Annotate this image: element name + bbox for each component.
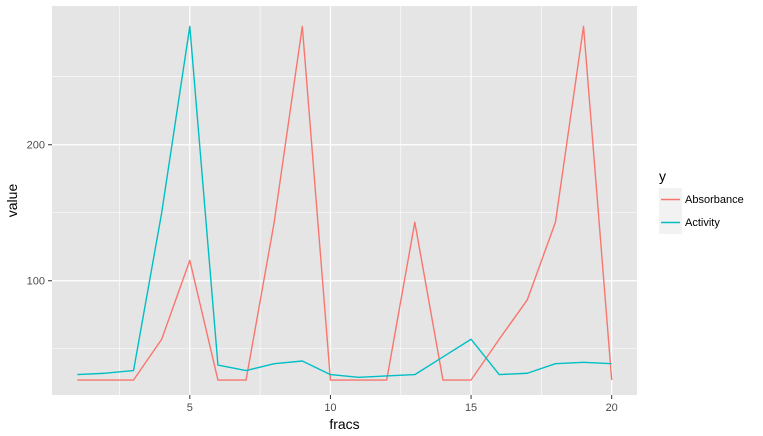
x-axis-ticks: 5 10 15 20 <box>187 395 618 414</box>
x-axis-title: fracs <box>329 416 359 432</box>
x-tick-label: 10 <box>324 402 336 414</box>
x-tick-label: 5 <box>187 402 193 414</box>
x-tick-label: 15 <box>465 402 477 414</box>
x-tick-label: 20 <box>606 402 618 414</box>
series-line-activity <box>77 25 612 379</box>
y-tick-label: 200 <box>27 140 45 152</box>
y-axis-title: value <box>4 184 20 218</box>
legend-label-absorbance: Absorbance <box>685 194 744 206</box>
major-gridlines <box>52 6 637 395</box>
legend-label-activity: Activity <box>685 217 720 229</box>
series-lines <box>77 25 613 381</box>
legend-title: y <box>659 168 666 184</box>
plot-panel <box>52 6 637 395</box>
y-axis-ticks: 100 200 <box>27 140 52 288</box>
y-tick-label: 100 <box>27 276 45 288</box>
legend: y Absorbance Activity <box>659 168 744 234</box>
series-line-absorbance <box>77 25 613 381</box>
minor-gridlines <box>52 6 637 395</box>
